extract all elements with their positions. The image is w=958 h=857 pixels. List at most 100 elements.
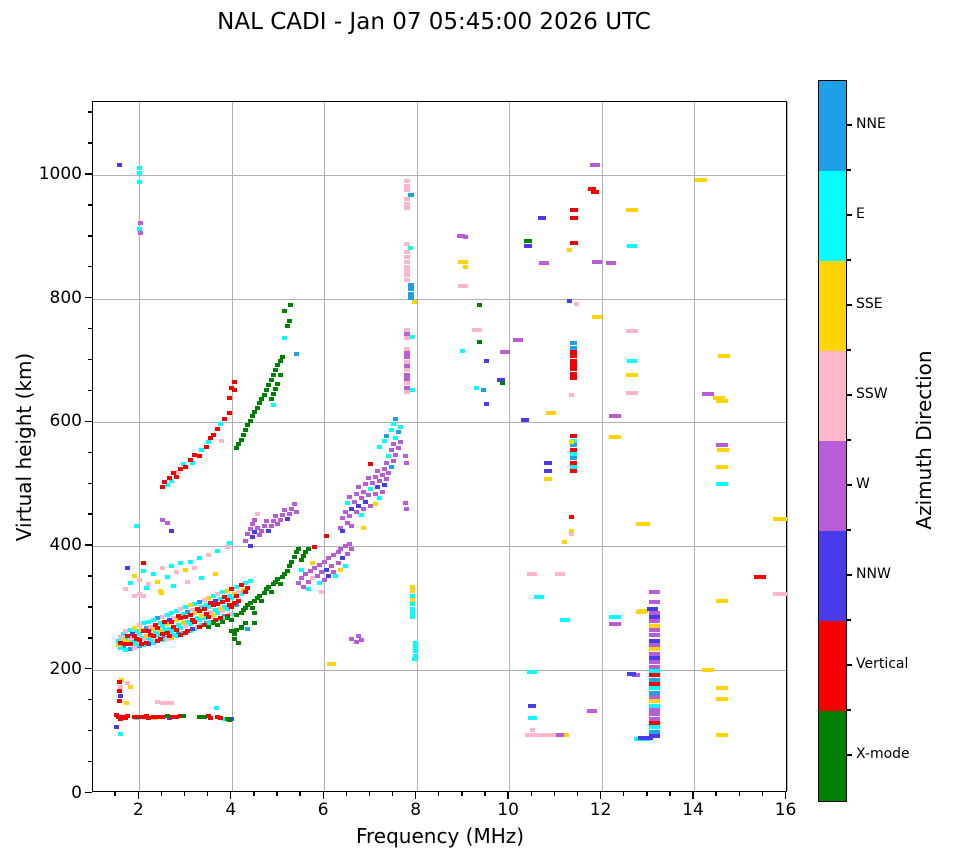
data-point-SSW <box>404 359 411 364</box>
data-point-E <box>169 479 175 484</box>
data-point-SSE <box>155 579 161 584</box>
data-point-E <box>411 656 417 661</box>
colorbar-tick-label: Vertical <box>856 656 909 672</box>
data-point-NNE <box>649 690 661 695</box>
gridline <box>786 102 788 791</box>
data-point-X-mode <box>499 381 505 386</box>
data-point-E <box>527 669 538 674</box>
data-point-Vertical <box>166 476 172 481</box>
data-point-Vertical <box>570 447 578 452</box>
data-point-W <box>365 493 371 498</box>
data-point-E <box>410 593 416 598</box>
data-point-E <box>609 615 622 620</box>
data-point-X-mode <box>261 392 267 397</box>
data-point-E <box>649 725 661 730</box>
x-minor-tick <box>299 792 301 796</box>
data-point-W <box>649 590 661 595</box>
data-point-Vertical <box>226 602 232 607</box>
data-point-SSE <box>132 625 138 630</box>
data-point-SSW <box>471 327 482 332</box>
data-point-E <box>410 614 416 619</box>
data-point-W <box>538 261 549 266</box>
data-point-X-mode <box>245 423 251 428</box>
data-point-SSW <box>404 242 411 247</box>
data-point-X-mode <box>236 640 242 645</box>
data-point-X-mode <box>282 309 288 314</box>
data-point-W <box>715 443 728 448</box>
data-point-Vertical <box>569 208 578 213</box>
data-point-W <box>261 524 267 529</box>
data-point-X-mode <box>250 414 256 419</box>
data-point-E <box>333 573 339 578</box>
data-point-E <box>224 607 230 612</box>
data-point-E <box>127 627 133 632</box>
data-point-W <box>356 485 362 490</box>
data-point-W <box>370 481 376 485</box>
x-tick-label: 16 <box>774 800 797 820</box>
data-point-SSW <box>201 597 207 602</box>
data-point-Vertical <box>226 395 232 400</box>
data-point-Vertical <box>588 186 597 191</box>
data-point-E <box>386 454 392 459</box>
data-point-SSW <box>136 592 142 597</box>
data-point-NNW <box>528 703 537 708</box>
colorbar-segment-SSE <box>819 261 846 351</box>
data-point-X-mode <box>288 302 294 307</box>
data-point-Vertical <box>570 349 578 354</box>
colorbar-boundary-tick <box>847 259 851 261</box>
data-point-W <box>393 452 399 457</box>
data-point-SSE <box>372 502 378 507</box>
data-point-SSW <box>141 636 147 641</box>
data-point-Vertical <box>178 616 184 621</box>
data-point-NNW <box>374 485 380 490</box>
colorbar-tick-label: E <box>856 206 865 222</box>
data-point-SSE <box>715 399 728 404</box>
data-point-Vertical <box>155 625 161 630</box>
data-point-Vertical <box>169 620 175 625</box>
data-point-NNW <box>326 573 332 578</box>
data-point-SSE <box>192 610 198 615</box>
data-point-SSW <box>404 205 411 210</box>
data-point-Vertical <box>171 625 177 630</box>
data-point-E <box>115 638 121 643</box>
data-point-Vertical <box>178 632 184 637</box>
data-point-SSE <box>649 623 661 628</box>
colorbar-segment-Vertical <box>819 621 846 711</box>
data-point-SSW <box>530 732 540 737</box>
data-point-W <box>335 561 341 566</box>
data-point-E <box>393 435 399 440</box>
x-major-tick <box>137 792 139 799</box>
data-point-SSW <box>136 623 142 628</box>
data-point-SSE <box>772 516 787 521</box>
data-point-SSE <box>694 177 707 182</box>
data-point-NNW <box>113 724 119 729</box>
data-point-SSW <box>404 179 411 184</box>
data-point-X-mode <box>263 587 269 592</box>
data-point-X-mode <box>233 613 239 618</box>
data-point-SSW <box>236 589 242 594</box>
data-point-E <box>412 649 418 654</box>
data-point-Vertical <box>141 561 147 566</box>
x-minor-tick <box>345 792 348 796</box>
data-point-SSW <box>192 565 198 570</box>
data-point-W <box>247 526 253 531</box>
data-point-E <box>152 630 158 635</box>
data-point-E <box>559 617 570 622</box>
x-minor-tick <box>484 792 486 796</box>
data-point-NNW <box>483 401 489 406</box>
data-point-SSE <box>701 668 714 673</box>
data-point-W <box>354 639 360 644</box>
data-point-Vertical <box>187 612 193 617</box>
data-point-NNW <box>483 358 489 363</box>
data-point-W <box>632 672 641 677</box>
colorbar-segment-NNE <box>819 81 846 171</box>
data-point-W <box>649 708 661 712</box>
data-point-SSE <box>123 701 129 706</box>
data-point-Vertical <box>206 614 212 619</box>
data-point-Vertical <box>208 716 214 721</box>
y-minor-tick <box>88 760 92 763</box>
data-point-W <box>347 541 353 546</box>
data-point-SSW <box>539 732 549 737</box>
data-point-W <box>259 528 265 533</box>
data-point-E <box>247 579 253 584</box>
